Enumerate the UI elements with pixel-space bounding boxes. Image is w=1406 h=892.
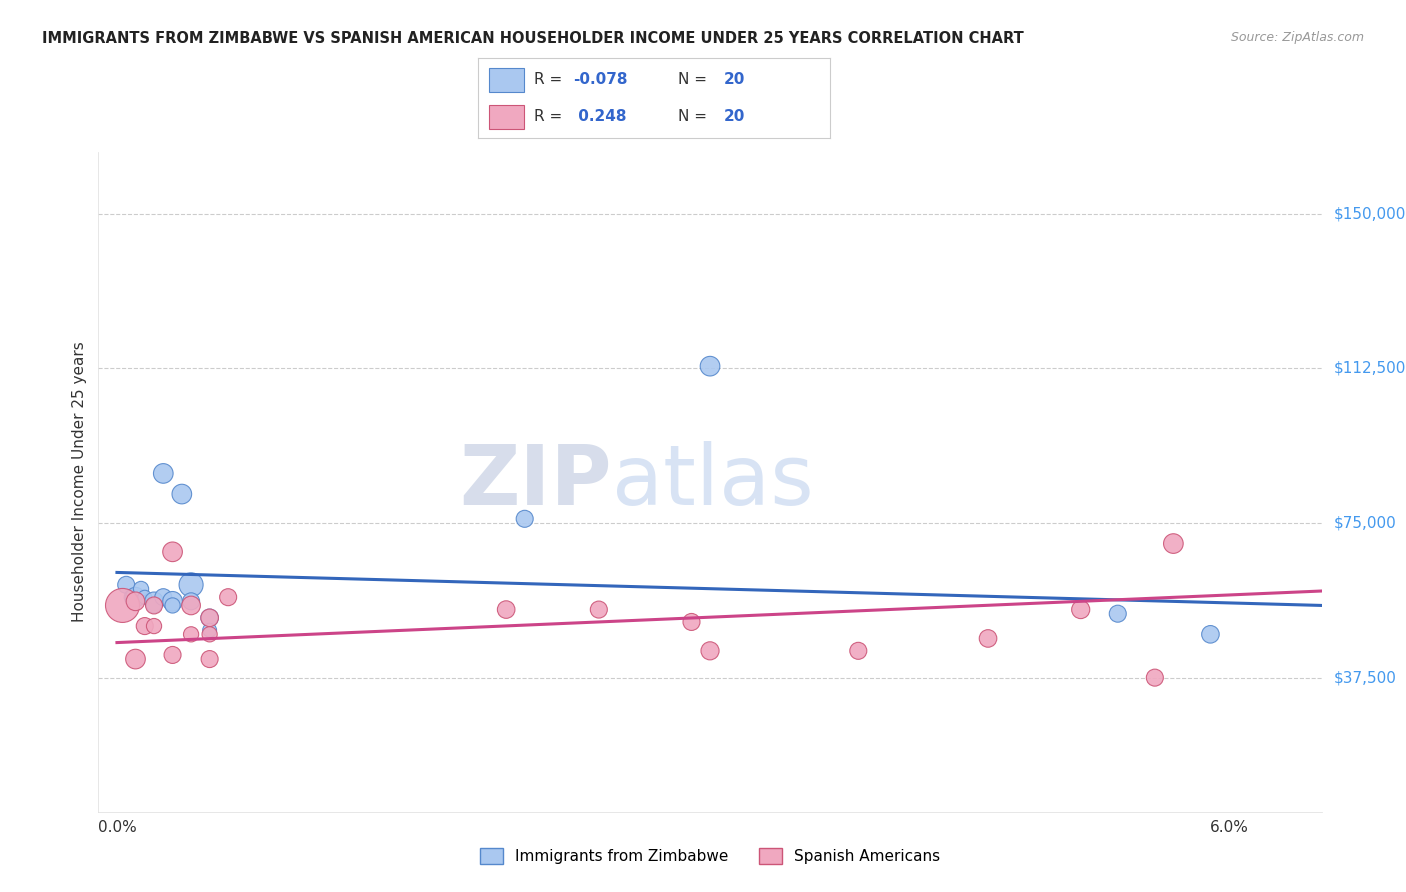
Point	[152, 467, 174, 481]
Point	[513, 512, 536, 526]
Point	[124, 652, 146, 666]
Text: $150,000: $150,000	[1334, 206, 1406, 221]
FancyBboxPatch shape	[489, 68, 524, 92]
Point	[180, 578, 202, 592]
Point	[134, 619, 156, 633]
Point	[1199, 627, 1222, 641]
Point	[129, 582, 152, 596]
Point	[977, 632, 1000, 646]
Point	[198, 652, 221, 666]
Point	[111, 599, 134, 613]
Point	[134, 591, 156, 605]
Y-axis label: Householder Income Under 25 years: Householder Income Under 25 years	[72, 342, 87, 622]
Point	[495, 602, 517, 616]
Text: N =: N =	[678, 109, 713, 124]
Point	[699, 644, 721, 658]
Point	[143, 599, 166, 613]
Text: 20: 20	[724, 109, 745, 124]
Point	[1163, 536, 1185, 550]
Text: $37,500: $37,500	[1334, 670, 1396, 685]
Text: 20: 20	[724, 72, 745, 87]
Point	[588, 602, 610, 616]
Point	[198, 611, 221, 625]
Point	[681, 615, 703, 629]
Point	[198, 611, 221, 625]
Point	[143, 619, 166, 633]
Text: $112,500: $112,500	[1334, 360, 1406, 376]
Point	[124, 594, 146, 608]
Text: N =: N =	[678, 72, 713, 87]
Text: 0.248: 0.248	[574, 109, 627, 124]
FancyBboxPatch shape	[489, 104, 524, 128]
Point	[170, 487, 193, 501]
Legend: Immigrants from Zimbabwe, Spanish Americans: Immigrants from Zimbabwe, Spanish Americ…	[474, 842, 946, 870]
Text: R =: R =	[534, 109, 568, 124]
Text: Source: ZipAtlas.com: Source: ZipAtlas.com	[1230, 31, 1364, 45]
Point	[162, 648, 184, 662]
Point	[217, 591, 239, 605]
Point	[180, 599, 202, 613]
Point	[143, 594, 166, 608]
Point	[1143, 671, 1166, 685]
Text: R =: R =	[534, 72, 568, 87]
Point	[162, 545, 184, 559]
Point	[162, 594, 184, 608]
Point	[198, 627, 221, 641]
Point	[1070, 602, 1092, 616]
Text: -0.078: -0.078	[574, 72, 627, 87]
Point	[115, 578, 138, 592]
Point	[124, 591, 146, 605]
Point	[143, 599, 166, 613]
Text: $75,000: $75,000	[1334, 516, 1396, 531]
Point	[180, 627, 202, 641]
Point	[180, 594, 202, 608]
Text: atlas: atlas	[612, 442, 814, 522]
Point	[152, 591, 174, 605]
Text: ZIP: ZIP	[460, 442, 612, 522]
Point	[699, 359, 721, 373]
Point	[162, 599, 184, 613]
Text: IMMIGRANTS FROM ZIMBABWE VS SPANISH AMERICAN HOUSEHOLDER INCOME UNDER 25 YEARS C: IMMIGRANTS FROM ZIMBABWE VS SPANISH AMER…	[42, 31, 1024, 46]
Point	[1107, 607, 1129, 621]
Point	[198, 623, 221, 637]
Point	[846, 644, 869, 658]
Point	[121, 591, 143, 605]
